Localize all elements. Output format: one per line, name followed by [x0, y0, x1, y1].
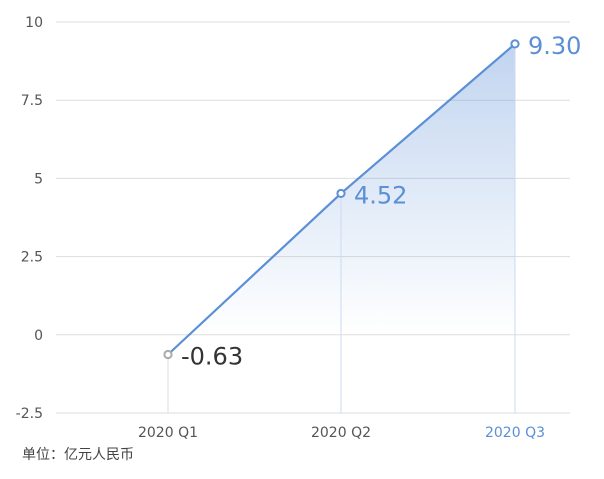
- drop-lines: [167, 43, 516, 413]
- x-tick-label: 2020 Q3: [485, 425, 545, 441]
- y-tick-label: 7.5: [21, 93, 43, 109]
- data-label: 9.30: [528, 32, 581, 60]
- area-fill: [189, 43, 516, 335]
- y-tick-label: 10: [25, 15, 43, 31]
- data-labels: -0.63 4.52 9.30: [181, 32, 581, 371]
- x-tick-label: 2020 Q2: [311, 425, 371, 441]
- y-tick-label: 0: [34, 328, 43, 344]
- y-tick-label: 5: [34, 171, 43, 187]
- area-shape: [189, 43, 516, 335]
- y-tick-label: -2.5: [16, 406, 43, 422]
- data-point: [336, 188, 346, 199]
- data-point: [510, 39, 520, 49]
- y-axis-ticks: 10 7.5 5 2.5 0 -2.5: [16, 15, 43, 422]
- data-points: [163, 39, 520, 360]
- x-axis-ticks: 2020 Q1 2020 Q2 2020 Q3: [138, 425, 545, 441]
- data-label: 4.52: [354, 181, 407, 209]
- data-point: [163, 349, 173, 360]
- y-tick-label: 2.5: [21, 250, 43, 266]
- unit-label: 单位：亿元人民币: [22, 447, 134, 463]
- x-tick-label: 2020 Q1: [138, 425, 198, 441]
- data-label: -0.63: [181, 343, 243, 371]
